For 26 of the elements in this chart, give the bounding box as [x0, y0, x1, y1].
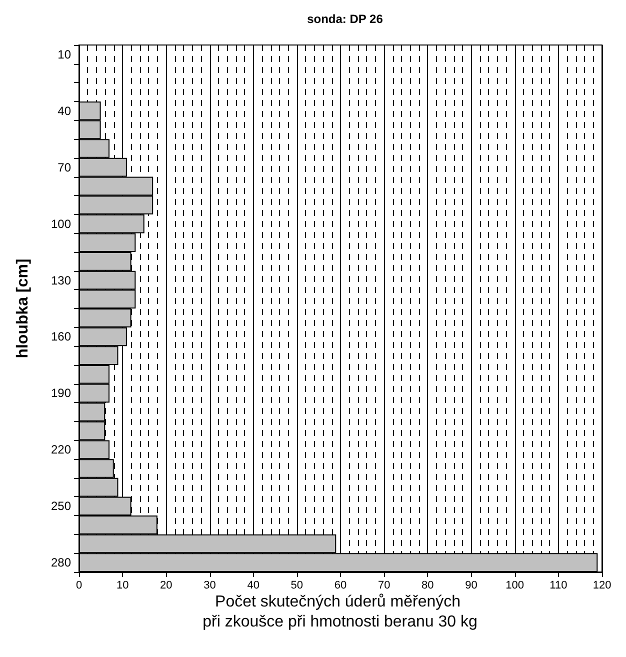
chart-title: sonda: DP 26 [307, 12, 384, 26]
x-tick-label: 100 [506, 580, 524, 592]
y-tick-label: 220 [50, 442, 72, 457]
y-tick-label: 40 [58, 104, 72, 118]
y-axis-title: hloubka [cm] [14, 258, 32, 358]
x-tick-label: 40 [247, 580, 260, 592]
y-tick-label: 280 [50, 556, 72, 570]
x-tick-label: 120 [592, 580, 612, 592]
x-tick-label: 60 [334, 580, 347, 592]
y-tick-label: 10 [58, 47, 72, 62]
x-tick-label: 110 [550, 580, 568, 592]
x-tick-label: 50 [290, 580, 304, 592]
x-tick-label: 30 [204, 580, 216, 592]
y-tick-label: 250 [50, 499, 72, 514]
y-tick-label: 100 [50, 216, 72, 231]
x-tick-label: 20 [160, 580, 172, 592]
x-tick-label: 90 [465, 580, 478, 592]
y-tick-label: 70 [58, 160, 72, 174]
x-tick-label: 80 [422, 580, 434, 592]
y-tick-label: 130 [50, 273, 72, 288]
x-tick-label: 70 [378, 580, 390, 592]
y-tick-label: 190 [50, 386, 72, 400]
y-tick-label: 160 [50, 330, 72, 344]
x-tick-label: 0 [76, 580, 82, 592]
x-axis-title: Počet skutečných úderů měřených při zkoušce při hmotnosti beranu 30 kg [202, 594, 478, 630]
x-tick-label: 10 [116, 580, 129, 592]
